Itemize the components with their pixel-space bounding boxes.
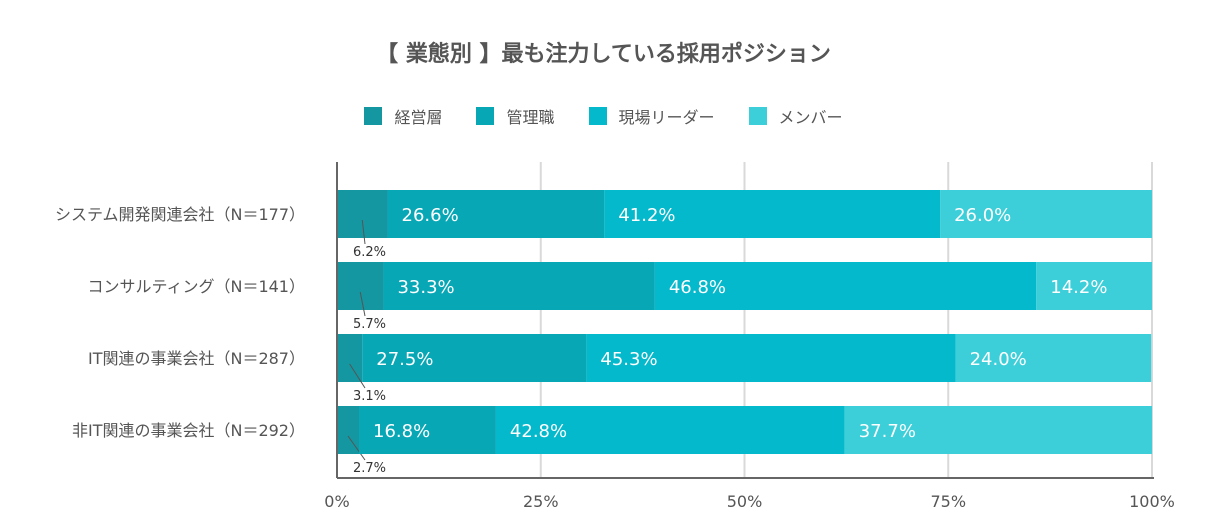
data-label: 42.8% [510, 421, 567, 442]
data-label: 41.2% [618, 205, 675, 226]
data-label: 33.3% [397, 277, 454, 298]
data-label: 16.8% [373, 421, 430, 442]
bar-segment [362, 334, 587, 382]
chart-title: 【 業態別 】最も注力している採用ポジション [376, 42, 831, 67]
legend-label: メンバー [778, 108, 843, 127]
data-label: 2.7% [353, 461, 386, 476]
legend-label: 経営層 [394, 108, 443, 127]
data-label: 26.0% [954, 205, 1011, 226]
bar-segment [337, 190, 388, 238]
legend-item: 管理職 [476, 104, 555, 128]
legend-swatch [364, 107, 383, 125]
x-tick-label: 0% [324, 492, 349, 511]
legend-item: メンバー [748, 104, 843, 128]
bar-segment [955, 334, 1152, 382]
category-label: システム開発関連会社（N＝177） [55, 205, 305, 224]
category-label: コンサルティング（N＝141） [87, 277, 305, 296]
bar-segment [337, 334, 363, 382]
bar-segment [337, 406, 360, 454]
bar-segment [387, 190, 605, 238]
data-label: 45.3% [600, 349, 657, 370]
legend-item: 経営層 [364, 104, 442, 128]
legend-swatch [476, 107, 495, 125]
legend-label: 管理職 [506, 108, 555, 127]
bar-segment [383, 262, 655, 310]
data-label: 46.8% [669, 277, 726, 298]
x-tick-label: 25% [523, 492, 559, 511]
data-label: 3.1% [353, 389, 386, 404]
x-tick-label: 75% [930, 492, 966, 511]
data-label: 27.5% [376, 349, 433, 370]
data-label: 14.2% [1050, 277, 1107, 298]
bar-segment [604, 190, 941, 238]
data-label: 37.7% [859, 421, 916, 442]
data-label: 6.2% [353, 245, 386, 260]
bar-segment [940, 190, 1152, 238]
legend-label: 現場リーダー [618, 108, 715, 127]
data-label: 24.0% [970, 349, 1027, 370]
leader-line [359, 291, 366, 317]
legend-swatch [748, 107, 767, 125]
bar-segment [359, 406, 496, 454]
category-label: IT関連の事業会社（N＝287） [88, 349, 305, 368]
leader-line [349, 363, 366, 389]
x-tick-label: 100% [1129, 492, 1175, 511]
leader-line [347, 435, 366, 461]
bar-segment [654, 262, 1037, 310]
category-label: 非IT関連の事業会社（N＝292） [72, 421, 305, 440]
bar-segment [586, 334, 956, 382]
legend-swatch [588, 107, 607, 125]
bar-segment [495, 406, 845, 454]
legend: 経営層 管理職 現場リーダー メンバー [0, 104, 1207, 128]
x-tick-label: 50% [727, 492, 763, 511]
bar-segment [1036, 262, 1152, 310]
bar-segment [844, 406, 1152, 454]
data-label: 26.6% [402, 205, 459, 226]
data-label: 5.7% [353, 317, 386, 332]
bar-segment [337, 262, 384, 310]
leader-line [361, 219, 366, 245]
legend-item: 現場リーダー [588, 104, 715, 128]
